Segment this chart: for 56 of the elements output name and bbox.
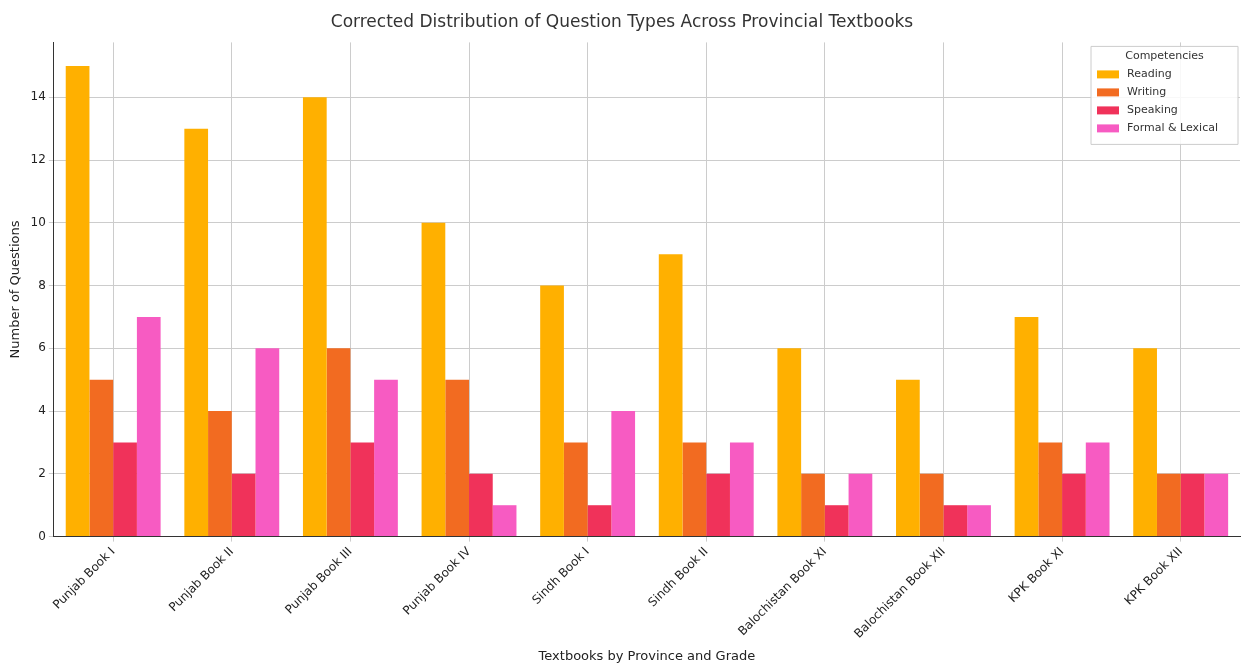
y-tick-label: 12 — [30, 152, 46, 167]
y-tick-label: 0 — [38, 528, 46, 543]
bar — [136, 316, 161, 537]
legend-label: Writing — [1127, 85, 1167, 99]
bar — [1014, 316, 1039, 537]
y-tick-label: 4 — [38, 403, 46, 418]
legend-label: Formal & Lexical — [1127, 121, 1218, 135]
bar — [208, 411, 232, 537]
bar — [89, 379, 114, 537]
bar — [231, 473, 256, 537]
bar — [919, 473, 944, 537]
bar — [563, 442, 588, 537]
bar — [682, 442, 707, 537]
legend-label: Reading — [1127, 67, 1172, 81]
bar — [587, 505, 612, 537]
bar — [421, 222, 446, 537]
bar — [302, 97, 327, 537]
bar — [113, 442, 137, 537]
bar — [896, 379, 920, 537]
bar — [445, 379, 470, 537]
legend-label: Speaking — [1127, 103, 1178, 117]
x-axis-title: Textbooks by Province and Grade — [537, 647, 756, 663]
bar — [184, 128, 209, 537]
y-tick-label: 2 — [38, 465, 46, 480]
bar — [658, 254, 683, 537]
bar — [469, 473, 493, 537]
legend-title: Competencies — [1125, 49, 1205, 63]
y-tick-label: 14 — [30, 89, 46, 104]
bar — [1038, 442, 1063, 537]
bar — [1204, 473, 1229, 537]
bar — [1062, 473, 1086, 537]
bar — [1180, 473, 1205, 537]
bar — [492, 505, 517, 537]
bar — [801, 473, 825, 537]
bar — [706, 473, 730, 537]
y-tick-label: 8 — [38, 277, 46, 292]
bar — [1156, 473, 1181, 537]
bar — [1085, 442, 1110, 537]
bar — [350, 442, 375, 537]
bar — [824, 505, 849, 537]
bar — [848, 473, 873, 537]
bar — [540, 285, 564, 537]
bar — [777, 348, 802, 537]
bar — [255, 348, 280, 537]
bar — [326, 348, 351, 537]
y-axis-title: Number of Questions — [7, 220, 23, 359]
bar — [611, 411, 636, 537]
chart-title: Corrected Distribution of Question Types Across Provincial Textbooks — [330, 10, 914, 31]
bar — [967, 505, 991, 537]
bar — [943, 505, 968, 537]
bar — [65, 65, 90, 537]
y-tick-label: 6 — [38, 340, 46, 355]
y-tick-label: 10 — [30, 214, 46, 229]
bar — [1133, 348, 1157, 537]
bar — [729, 442, 754, 537]
bar — [374, 379, 398, 537]
